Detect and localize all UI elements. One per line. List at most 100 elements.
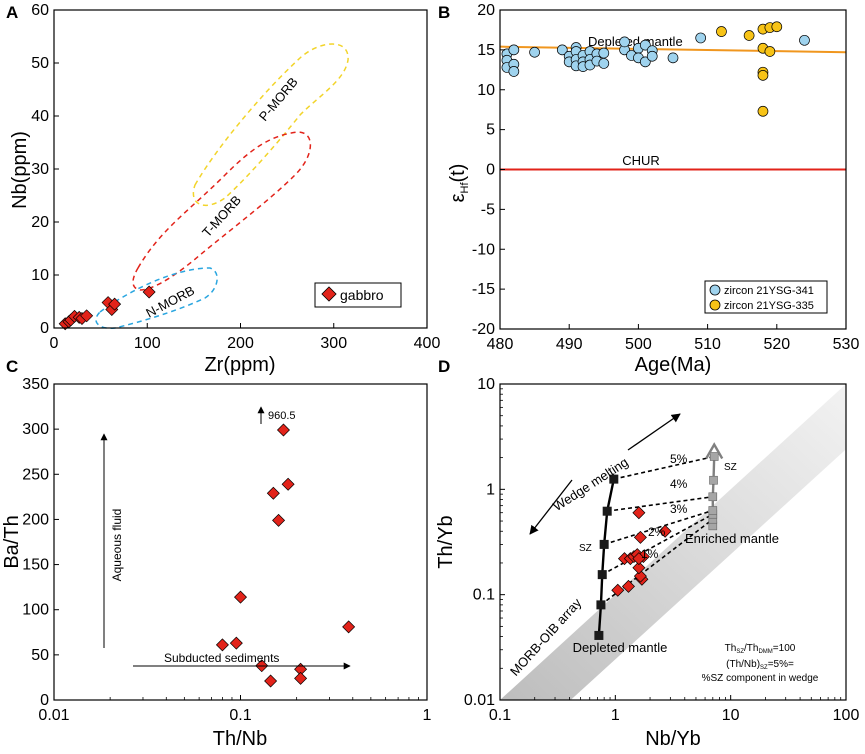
depleted-mantle-label: Depleted mantle bbox=[588, 34, 683, 49]
gabbro-point bbox=[632, 561, 646, 575]
panel-d-points bbox=[611, 506, 672, 597]
panel-a-x-ticks: 0 100 200 300 400 bbox=[50, 323, 441, 352]
legend-zircon-335-label: zircon 21YSG-335 bbox=[724, 300, 814, 312]
panel-c-y-ticks: 0 50 100 150 200 250 300 350 bbox=[22, 376, 59, 709]
note-line-1: ThSZ/ThDMM=100 bbox=[725, 643, 796, 655]
a-x-tick-label: 100 bbox=[134, 335, 161, 352]
b-x-tick-label: 530 bbox=[833, 336, 860, 353]
sz-label-right: SZ bbox=[724, 462, 737, 473]
gabbro-point bbox=[658, 524, 672, 538]
a-x-tick-label: 400 bbox=[414, 335, 441, 352]
panel-d-curves bbox=[594, 442, 724, 640]
note1-c: =100 bbox=[773, 643, 796, 654]
percent-1-label: 1% bbox=[641, 547, 659, 561]
note-line-2: (Th/Nb)SZ=5%= bbox=[726, 659, 794, 671]
d-y-tick-label: 0.1 bbox=[473, 587, 495, 604]
ylabel-sub: Hf bbox=[459, 182, 471, 194]
legend-diamond bbox=[321, 286, 337, 302]
a-x-tick-label: 300 bbox=[320, 335, 347, 352]
a-y-tick-label: 30 bbox=[31, 161, 49, 178]
gabbro-point bbox=[632, 506, 646, 520]
melting-node bbox=[594, 630, 604, 640]
c-y-tick-label: 350 bbox=[22, 376, 49, 393]
panel-c: C Aqueous fluid Subducted sediments 960.… bbox=[1, 357, 432, 750]
c-y-tick-label: 300 bbox=[22, 421, 49, 438]
percent-4-label: 4% bbox=[670, 477, 688, 491]
panel-d-frame bbox=[499, 383, 847, 701]
panel-b-x-ticks: 480 490 500 510 520 530 bbox=[487, 324, 860, 353]
off-scale-value: 960.5 bbox=[268, 410, 296, 422]
legend-box bbox=[704, 280, 828, 314]
b-y-tick-label: -5 bbox=[481, 201, 495, 218]
panel-b-y-label: εHf(t) bbox=[447, 164, 471, 203]
note1-b-sub: DMM bbox=[758, 649, 772, 655]
enriched-node bbox=[709, 452, 719, 461]
panel-letter-c: C bbox=[6, 357, 18, 376]
svg-text:εHf(t): εHf(t) bbox=[447, 164, 471, 203]
panel-d-y-ticks: 0.01 0.1 1 10 bbox=[464, 376, 505, 709]
a-x-tick-label: 0 bbox=[50, 335, 59, 352]
panel-a: A P-MORB T-MORB N-MORB 0 100 200 300 400 0 10… bbox=[6, 2, 440, 376]
gabbro-point bbox=[80, 309, 94, 323]
c-y-tick-label: 0 bbox=[40, 692, 49, 709]
gabbro-point bbox=[281, 477, 295, 491]
zircon-341-point bbox=[695, 32, 707, 44]
melting-node bbox=[602, 506, 612, 516]
c-x-tick-label: 0.01 bbox=[38, 707, 69, 724]
c-y-tick-label: 250 bbox=[22, 466, 49, 483]
gabbro-point bbox=[229, 636, 243, 650]
panel-b-points bbox=[501, 21, 810, 117]
a-y-tick-label: 50 bbox=[31, 55, 49, 72]
panel-a-x-label: Zr(ppm) bbox=[204, 354, 275, 376]
panel-letter-b: B bbox=[438, 3, 450, 22]
d-y-tick-label: 0.01 bbox=[464, 692, 495, 709]
sz-label-left: SZ bbox=[579, 543, 592, 554]
panel-a-y-ticks: 0 10 20 30 40 50 60 bbox=[31, 2, 59, 337]
d-x-tick-label: 100 bbox=[833, 707, 860, 724]
panel-d-x-label: Nb/Yb bbox=[645, 728, 701, 750]
gabbro-point bbox=[633, 569, 647, 583]
c-y-tick-label: 150 bbox=[22, 557, 49, 574]
panel-letter-d: D bbox=[438, 357, 450, 376]
enriched-mantle-label: Enriched mantle bbox=[685, 531, 779, 546]
panel-c-y-label: Ba/Th bbox=[1, 515, 23, 568]
d-y-tick-label: 1 bbox=[486, 481, 495, 498]
melting-node bbox=[599, 539, 609, 549]
b-x-tick-label: 510 bbox=[694, 336, 721, 353]
b-x-tick-label: 520 bbox=[763, 336, 790, 353]
c-x-tick-label: 1 bbox=[423, 707, 432, 724]
b-x-tick-label: 500 bbox=[625, 336, 652, 353]
panel-b-x-label: Age(Ma) bbox=[635, 354, 712, 376]
panel-c-annotations: Aqueous fluid Subducted sediments 960.5 bbox=[100, 406, 351, 670]
d-x-tick-label: 0.1 bbox=[489, 707, 511, 724]
percent-labels: 5% 4% 3% 2% 1% bbox=[641, 452, 688, 561]
mixing-line bbox=[607, 495, 713, 512]
gabbro-point bbox=[272, 513, 286, 527]
chur-label: CHUR bbox=[622, 153, 660, 168]
wedge-melting-arrow-lower bbox=[529, 479, 573, 535]
b-y-tick-label: -20 bbox=[472, 321, 495, 338]
subducted-sediments-label: Subducted sediments bbox=[164, 651, 279, 665]
melting-node bbox=[609, 474, 619, 484]
legend-zircon-341-label: zircon 21YSG-341 bbox=[724, 285, 814, 297]
panel-a-frame bbox=[53, 9, 428, 329]
panel-a-legend: gabbro bbox=[314, 282, 402, 308]
zircon-341-point bbox=[646, 50, 658, 62]
zircon-335-point bbox=[757, 70, 769, 81]
panel-d-y-label: Th/Yb bbox=[435, 515, 457, 568]
zircon-341-point bbox=[639, 56, 651, 68]
panel-a-fields: P-MORB T-MORB N-MORB bbox=[95, 43, 349, 330]
panel-b-y-ticks: 20 15 10 5 0 -5 -10 -15 -20 bbox=[472, 2, 505, 338]
a-y-tick-label: 60 bbox=[31, 2, 49, 19]
b-y-tick-label: -15 bbox=[472, 281, 495, 298]
panel-c-x-ticks: 0.01 0.1 1 bbox=[38, 695, 432, 724]
melting-node bbox=[596, 600, 606, 610]
b-x-tick-label: 490 bbox=[556, 336, 583, 353]
p-morb-field bbox=[192, 43, 349, 207]
zircon-341-point bbox=[619, 36, 630, 48]
ylabel-epsilon: ε bbox=[447, 193, 469, 202]
a-x-tick-label: 200 bbox=[227, 335, 254, 352]
panel-b-legend: zircon 21YSG-341 zircon 21YSG-335 bbox=[704, 280, 828, 314]
gabbro-point bbox=[215, 638, 229, 652]
